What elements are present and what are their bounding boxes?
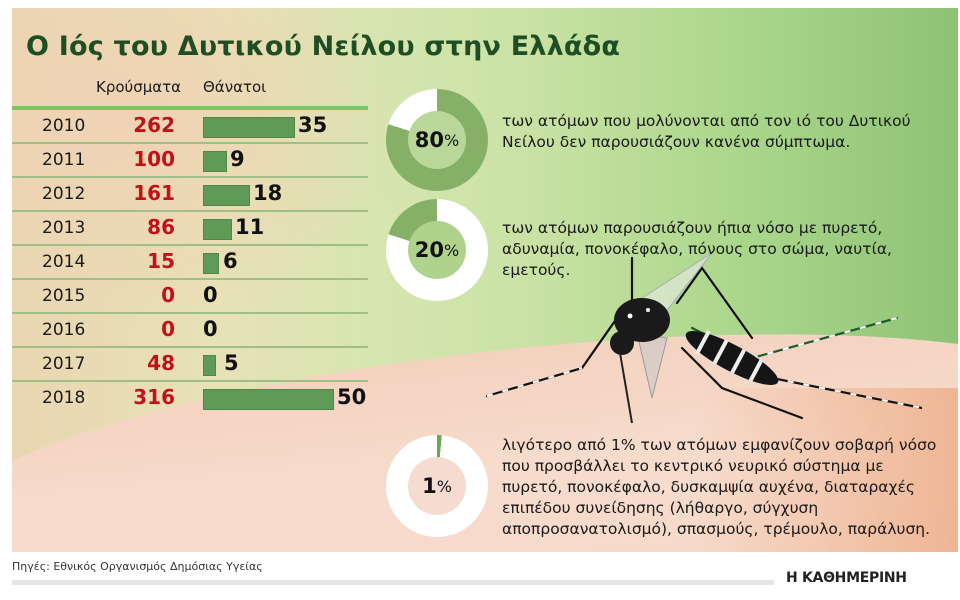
percent-sign: % xyxy=(436,476,452,496)
year-cell: 2013 xyxy=(42,218,86,238)
brand-logo: Η ΚΑΘΗΜΕΡΙΝΗ xyxy=(786,570,907,586)
deaths-bar xyxy=(203,151,227,172)
table-row: 2018 316 50 xyxy=(12,382,368,416)
table-header-rule xyxy=(12,106,368,110)
deaths-bar xyxy=(203,355,216,376)
donut-center: 1% xyxy=(408,457,466,515)
table-row: 2015 0 0 xyxy=(12,280,368,314)
deaths-cell: 18 xyxy=(253,181,283,205)
infographic-panel xyxy=(12,8,958,552)
year-cell: 2014 xyxy=(42,252,86,272)
deaths-bar xyxy=(203,185,250,206)
deaths-cell: 9 xyxy=(230,147,245,171)
donut-value: 1 xyxy=(422,474,437,498)
donut-center: 20% xyxy=(408,221,466,279)
stat-description: των ατόμων που μολύνονται από τον ιό του… xyxy=(502,112,911,151)
mosquito-illustration xyxy=(485,252,922,424)
cases-cell: 316 xyxy=(133,385,175,409)
deaths-bar xyxy=(203,389,334,410)
year-cell: 2012 xyxy=(42,184,86,204)
deaths-cell: 6 xyxy=(223,249,238,273)
deaths-cell: 50 xyxy=(337,385,367,409)
year-cell: 2017 xyxy=(42,354,86,374)
cases-cell: 86 xyxy=(147,215,175,239)
year-cell: 2010 xyxy=(42,116,86,136)
table-row: 2011 100 9 xyxy=(12,144,368,178)
table-row: 2010 262 35 xyxy=(12,110,368,144)
column-header-cases: Κρούσματα xyxy=(96,78,182,96)
donut-chart-1: 1% xyxy=(386,435,488,537)
donut-value: 20 xyxy=(414,238,445,262)
table-row: 2016 0 0 xyxy=(12,314,368,348)
source-note: Πηγές: Εθνικός Οργανισμός Δημόσιας Υγεία… xyxy=(12,560,263,573)
table-row: 2017 48 5 xyxy=(12,348,368,382)
stat-description: λιγότερο από 1% των ατόμων εμφανίζουν σο… xyxy=(502,436,937,538)
year-cell: 2018 xyxy=(42,388,86,408)
cases-cell: 48 xyxy=(147,351,175,375)
stat-description: των ατόμων παρουσιάζουν ήπια νόσο με πυρ… xyxy=(502,219,892,279)
table-row: 2014 15 6 xyxy=(12,246,368,280)
deaths-bar xyxy=(203,117,295,138)
donut-chart-20: 20% xyxy=(386,199,488,301)
column-header-deaths: Θάνατοι xyxy=(203,78,267,96)
cases-cell: 0 xyxy=(161,283,175,307)
table-row: 2012 161 18 xyxy=(12,178,368,212)
footer-rule xyxy=(12,580,774,585)
table-row: 2013 86 11 xyxy=(12,212,368,246)
cases-cell: 100 xyxy=(133,147,175,171)
percent-sign: % xyxy=(444,130,460,150)
deaths-cell: 5 xyxy=(224,351,239,375)
deaths-cell: 0 xyxy=(203,283,218,307)
donut-center: 80% xyxy=(408,111,466,169)
year-cell: 2011 xyxy=(42,150,86,170)
deaths-cell: 11 xyxy=(235,215,265,239)
deaths-cell: 0 xyxy=(203,317,218,341)
cases-cell: 262 xyxy=(133,113,175,137)
deaths-bar xyxy=(203,219,232,240)
donut-value: 80 xyxy=(414,128,445,152)
cases-cell: 0 xyxy=(161,317,175,341)
year-cell: 2016 xyxy=(42,320,86,340)
cases-cell: 15 xyxy=(147,249,175,273)
page-title: Ο Ιός του Δυτικού Νείλου στην Ελλάδα xyxy=(26,31,621,62)
deaths-bar xyxy=(203,253,219,274)
deaths-cell: 35 xyxy=(298,113,328,137)
year-cell: 2015 xyxy=(42,286,86,306)
skin-shade xyxy=(698,388,958,552)
cases-cell: 161 xyxy=(133,181,175,205)
donut-chart-80: 80% xyxy=(386,89,488,191)
percent-sign: % xyxy=(444,240,460,260)
